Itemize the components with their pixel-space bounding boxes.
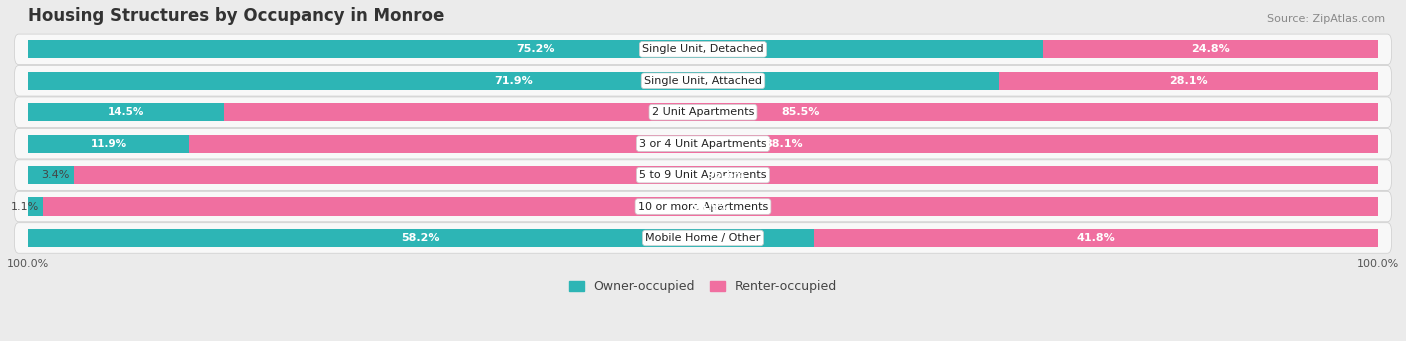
Bar (28, 40, 1043, 58)
Bar (703, 135, 1378, 153)
FancyBboxPatch shape (14, 223, 1392, 253)
Bar (28, 166, 703, 184)
Text: Mobile Home / Other: Mobile Home / Other (645, 233, 761, 243)
Bar (28, 135, 188, 153)
Bar (188, 135, 1378, 153)
Text: Single Unit, Detached: Single Unit, Detached (643, 44, 763, 54)
Bar (28, 72, 703, 90)
Bar (998, 72, 1378, 90)
Bar (28, 229, 703, 247)
Bar (75, 166, 1378, 184)
FancyBboxPatch shape (14, 97, 1392, 128)
Bar (703, 72, 1378, 90)
FancyBboxPatch shape (14, 191, 1392, 222)
Legend: Owner-occupied, Renter-occupied: Owner-occupied, Renter-occupied (564, 275, 842, 298)
Text: 24.8%: 24.8% (1191, 44, 1230, 54)
Bar (28, 229, 814, 247)
Bar (28, 197, 703, 216)
Bar (1043, 40, 1378, 58)
Text: Single Unit, Attached: Single Unit, Attached (644, 76, 762, 86)
Text: 41.8%: 41.8% (1077, 233, 1115, 243)
Bar (28, 135, 703, 153)
Text: 85.5%: 85.5% (782, 107, 820, 117)
Bar (44, 197, 1378, 216)
Text: 28.1%: 28.1% (1168, 76, 1208, 86)
Bar (28, 103, 224, 121)
Bar (224, 103, 1378, 121)
Text: 3.4%: 3.4% (42, 170, 70, 180)
Text: 58.2%: 58.2% (402, 233, 440, 243)
Text: 3 or 4 Unit Apartments: 3 or 4 Unit Apartments (640, 139, 766, 149)
Text: 1.1%: 1.1% (11, 202, 39, 211)
Text: 98.9%: 98.9% (690, 202, 730, 211)
FancyBboxPatch shape (14, 129, 1392, 159)
Text: 14.5%: 14.5% (108, 107, 145, 117)
Bar (28, 40, 703, 58)
Text: Source: ZipAtlas.com: Source: ZipAtlas.com (1267, 14, 1385, 24)
Text: 75.2%: 75.2% (516, 44, 555, 54)
Bar (703, 229, 1378, 247)
Text: 10 or more Apartments: 10 or more Apartments (638, 202, 768, 211)
Text: 71.9%: 71.9% (494, 76, 533, 86)
Bar (28, 197, 44, 216)
Text: 5 to 9 Unit Apartments: 5 to 9 Unit Apartments (640, 170, 766, 180)
Bar (703, 166, 1378, 184)
FancyBboxPatch shape (14, 65, 1392, 96)
Text: 96.6%: 96.6% (706, 170, 745, 180)
Text: Housing Structures by Occupancy in Monroe: Housing Structures by Occupancy in Monro… (28, 7, 444, 25)
FancyBboxPatch shape (14, 34, 1392, 64)
Bar (703, 40, 1378, 58)
Bar (28, 166, 75, 184)
Bar (28, 103, 703, 121)
Bar (703, 103, 1378, 121)
Text: 88.1%: 88.1% (763, 139, 803, 149)
Bar (814, 229, 1378, 247)
Bar (703, 197, 1378, 216)
Text: 2 Unit Apartments: 2 Unit Apartments (652, 107, 754, 117)
Text: 11.9%: 11.9% (90, 139, 127, 149)
FancyBboxPatch shape (14, 160, 1392, 190)
Bar (28, 72, 998, 90)
